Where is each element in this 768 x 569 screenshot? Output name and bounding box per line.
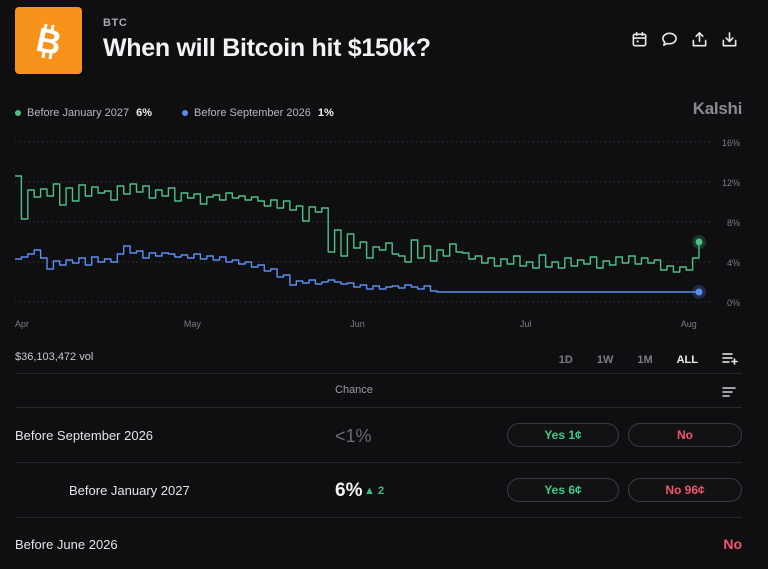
legend-pct: 6%: [136, 107, 153, 119]
price-chart[interactable]: 16% 12% 8% 4% 0% Apr May Jun Jul Aug: [0, 132, 768, 337]
legend-pct: 1%: [317, 107, 334, 119]
chart-legend: Before January 2027 6% Before September …: [15, 107, 364, 119]
buy-no-button[interactable]: No 96¢: [628, 478, 742, 502]
x-tick-label: Jun: [350, 319, 365, 329]
range-1w[interactable]: 1W: [596, 353, 614, 366]
buy-no-button[interactable]: No: [723, 536, 742, 552]
divider: [15, 462, 742, 463]
legend-dot: [182, 110, 189, 116]
legend-label: Before September 2026: [194, 107, 311, 119]
sort-icon[interactable]: [722, 385, 736, 397]
divider: [15, 517, 742, 518]
buy-yes-button[interactable]: Yes 6¢: [507, 478, 619, 502]
share-icon[interactable]: [691, 31, 708, 48]
legend-item-january-2027[interactable]: Before January 2027 6%: [15, 107, 152, 119]
outcome-label: Before June 2026: [15, 537, 118, 552]
outcome-label: Before September 2026: [15, 428, 154, 443]
legend-label: Before January 2027: [27, 107, 130, 119]
divider: [15, 407, 742, 408]
series-line[interactable]: [15, 175, 700, 273]
buy-no-button[interactable]: No: [628, 423, 742, 447]
toolbar: [631, 31, 738, 48]
series-end-point: [695, 238, 703, 246]
brand-logo: Kalshi: [692, 99, 743, 118]
divider: [15, 373, 742, 374]
svg-text:B: B: [32, 21, 64, 61]
market-title: When will Bitcoin hit $150k?: [103, 34, 431, 62]
bitcoin-icon: B: [32, 21, 64, 61]
add-to-list-icon[interactable]: [722, 351, 738, 368]
outcome-chance: 6%: [335, 480, 363, 501]
buy-yes-button[interactable]: Yes 1¢: [507, 423, 619, 447]
bitcoin-logo: B: [15, 7, 82, 74]
y-tick-label: 0%: [727, 298, 740, 308]
comment-icon[interactable]: [661, 31, 678, 48]
calendar-icon[interactable]: [631, 31, 648, 48]
download-icon[interactable]: [721, 31, 738, 48]
range-1m[interactable]: 1M: [637, 353, 653, 366]
outcome-label: Before January 2027: [69, 483, 190, 498]
y-tick-label: 12%: [722, 178, 740, 188]
chance-delta: ▲ 2: [364, 485, 385, 497]
x-tick-label: May: [184, 319, 202, 329]
legend-dot: [15, 110, 21, 116]
series-line[interactable]: [15, 245, 699, 293]
legend-item-september-2026[interactable]: Before September 2026 1%: [182, 107, 334, 119]
range-all[interactable]: ALL: [676, 353, 698, 366]
chance-column-header: Chance: [335, 384, 373, 396]
y-tick-label: 4%: [727, 258, 740, 268]
x-tick-label: Aug: [681, 319, 697, 329]
volume-label: $36,103,472 vol: [15, 351, 94, 363]
time-range-selector: 1D 1W 1M ALL: [535, 351, 738, 368]
y-tick-label: 16%: [722, 138, 740, 148]
y-tick-label: 8%: [727, 218, 740, 228]
series-end-point: [695, 288, 703, 296]
x-tick-label: Apr: [15, 319, 29, 329]
market-ticker: BTC: [103, 17, 128, 29]
x-tick-label: Jul: [520, 319, 532, 329]
range-1d[interactable]: 1D: [558, 353, 573, 366]
outcome-chance: <1%: [335, 426, 372, 446]
